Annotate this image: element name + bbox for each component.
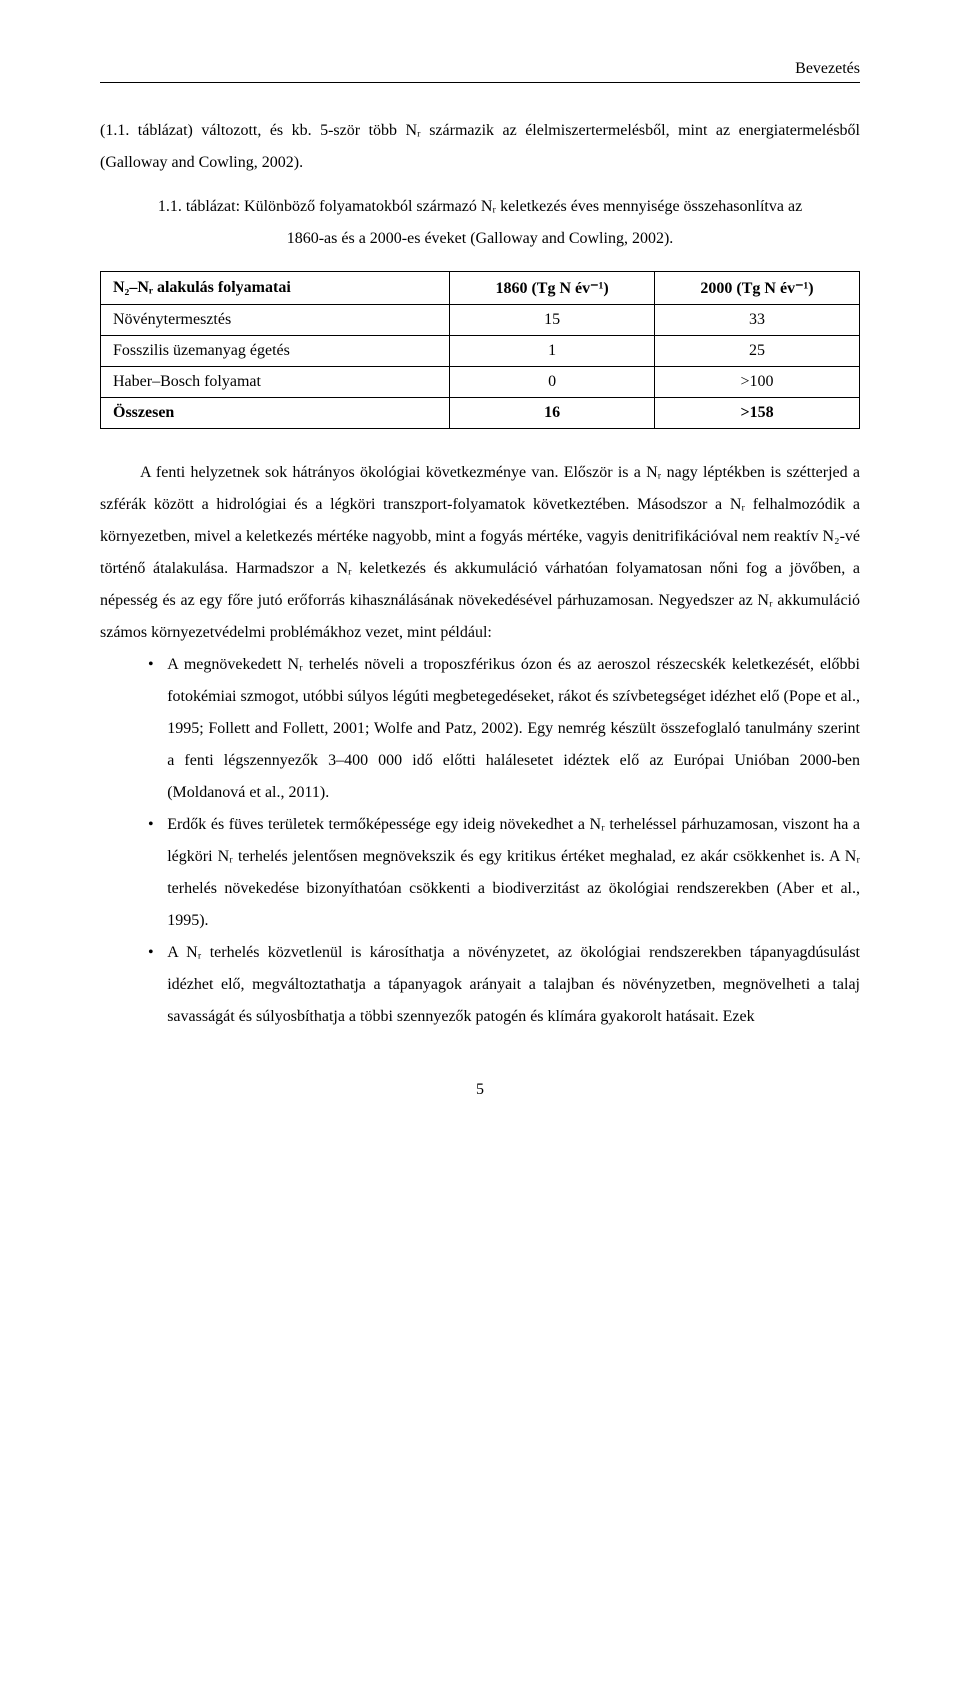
table-cell: 15 <box>450 305 655 336</box>
list-item: Erdők és füves területek termőképessége … <box>148 809 860 937</box>
table-cell: Fosszilis üzemanyag égetés <box>101 336 450 367</box>
table-cell: 25 <box>655 336 860 367</box>
table-caption-line2: 1860-as és a 2000-es éveket (Galloway an… <box>287 230 674 247</box>
table-header-cell: 1860 (Tg N év⁻¹) <box>450 272 655 305</box>
page-number: 5 <box>100 1081 860 1099</box>
table-header-cell: N₂–Nᵣ alakulás folyamatai <box>101 272 450 305</box>
bullet-list: A megnövekedett Nᵣ terhelés növeli a tro… <box>100 649 860 1033</box>
table-row: Növénytermesztés 15 33 <box>101 305 860 336</box>
table-cell: 1 <box>450 336 655 367</box>
list-item: A megnövekedett Nᵣ terhelés növeli a tro… <box>148 649 860 809</box>
table-row: Összesen 16 >158 <box>101 398 860 429</box>
table-caption: 1.1. táblázat: Különböző folyamatokból s… <box>100 191 860 255</box>
table-row: Haber–Bosch folyamat 0 >100 <box>101 367 860 398</box>
intro-paragraph: (1.1. táblázat) változott, és kb. 5-ször… <box>100 115 860 179</box>
list-item: A Nᵣ terhelés közvetlenül is károsíthatj… <box>148 937 860 1033</box>
table-cell: >100 <box>655 367 860 398</box>
table-cell: 0 <box>450 367 655 398</box>
table-row: Fosszilis üzemanyag égetés 1 25 <box>101 336 860 367</box>
data-table: N₂–Nᵣ alakulás folyamatai 1860 (Tg N év⁻… <box>100 271 860 429</box>
table-header-cell: 2000 (Tg N év⁻¹) <box>655 272 860 305</box>
table-cell: Összesen <box>101 398 450 429</box>
table-caption-line1: 1.1. táblázat: Különböző folyamatokból s… <box>158 198 802 215</box>
section-header: Bevezetés <box>100 60 860 78</box>
table-cell: >158 <box>655 398 860 429</box>
table-cell: 33 <box>655 305 860 336</box>
table-cell: Haber–Bosch folyamat <box>101 367 450 398</box>
table-cell: 16 <box>450 398 655 429</box>
body-paragraph: A fenti helyzetnek sok hátrányos ökológi… <box>100 457 860 649</box>
header-divider <box>100 82 860 83</box>
table-cell: Növénytermesztés <box>101 305 450 336</box>
table-header-row: N₂–Nᵣ alakulás folyamatai 1860 (Tg N év⁻… <box>101 272 860 305</box>
